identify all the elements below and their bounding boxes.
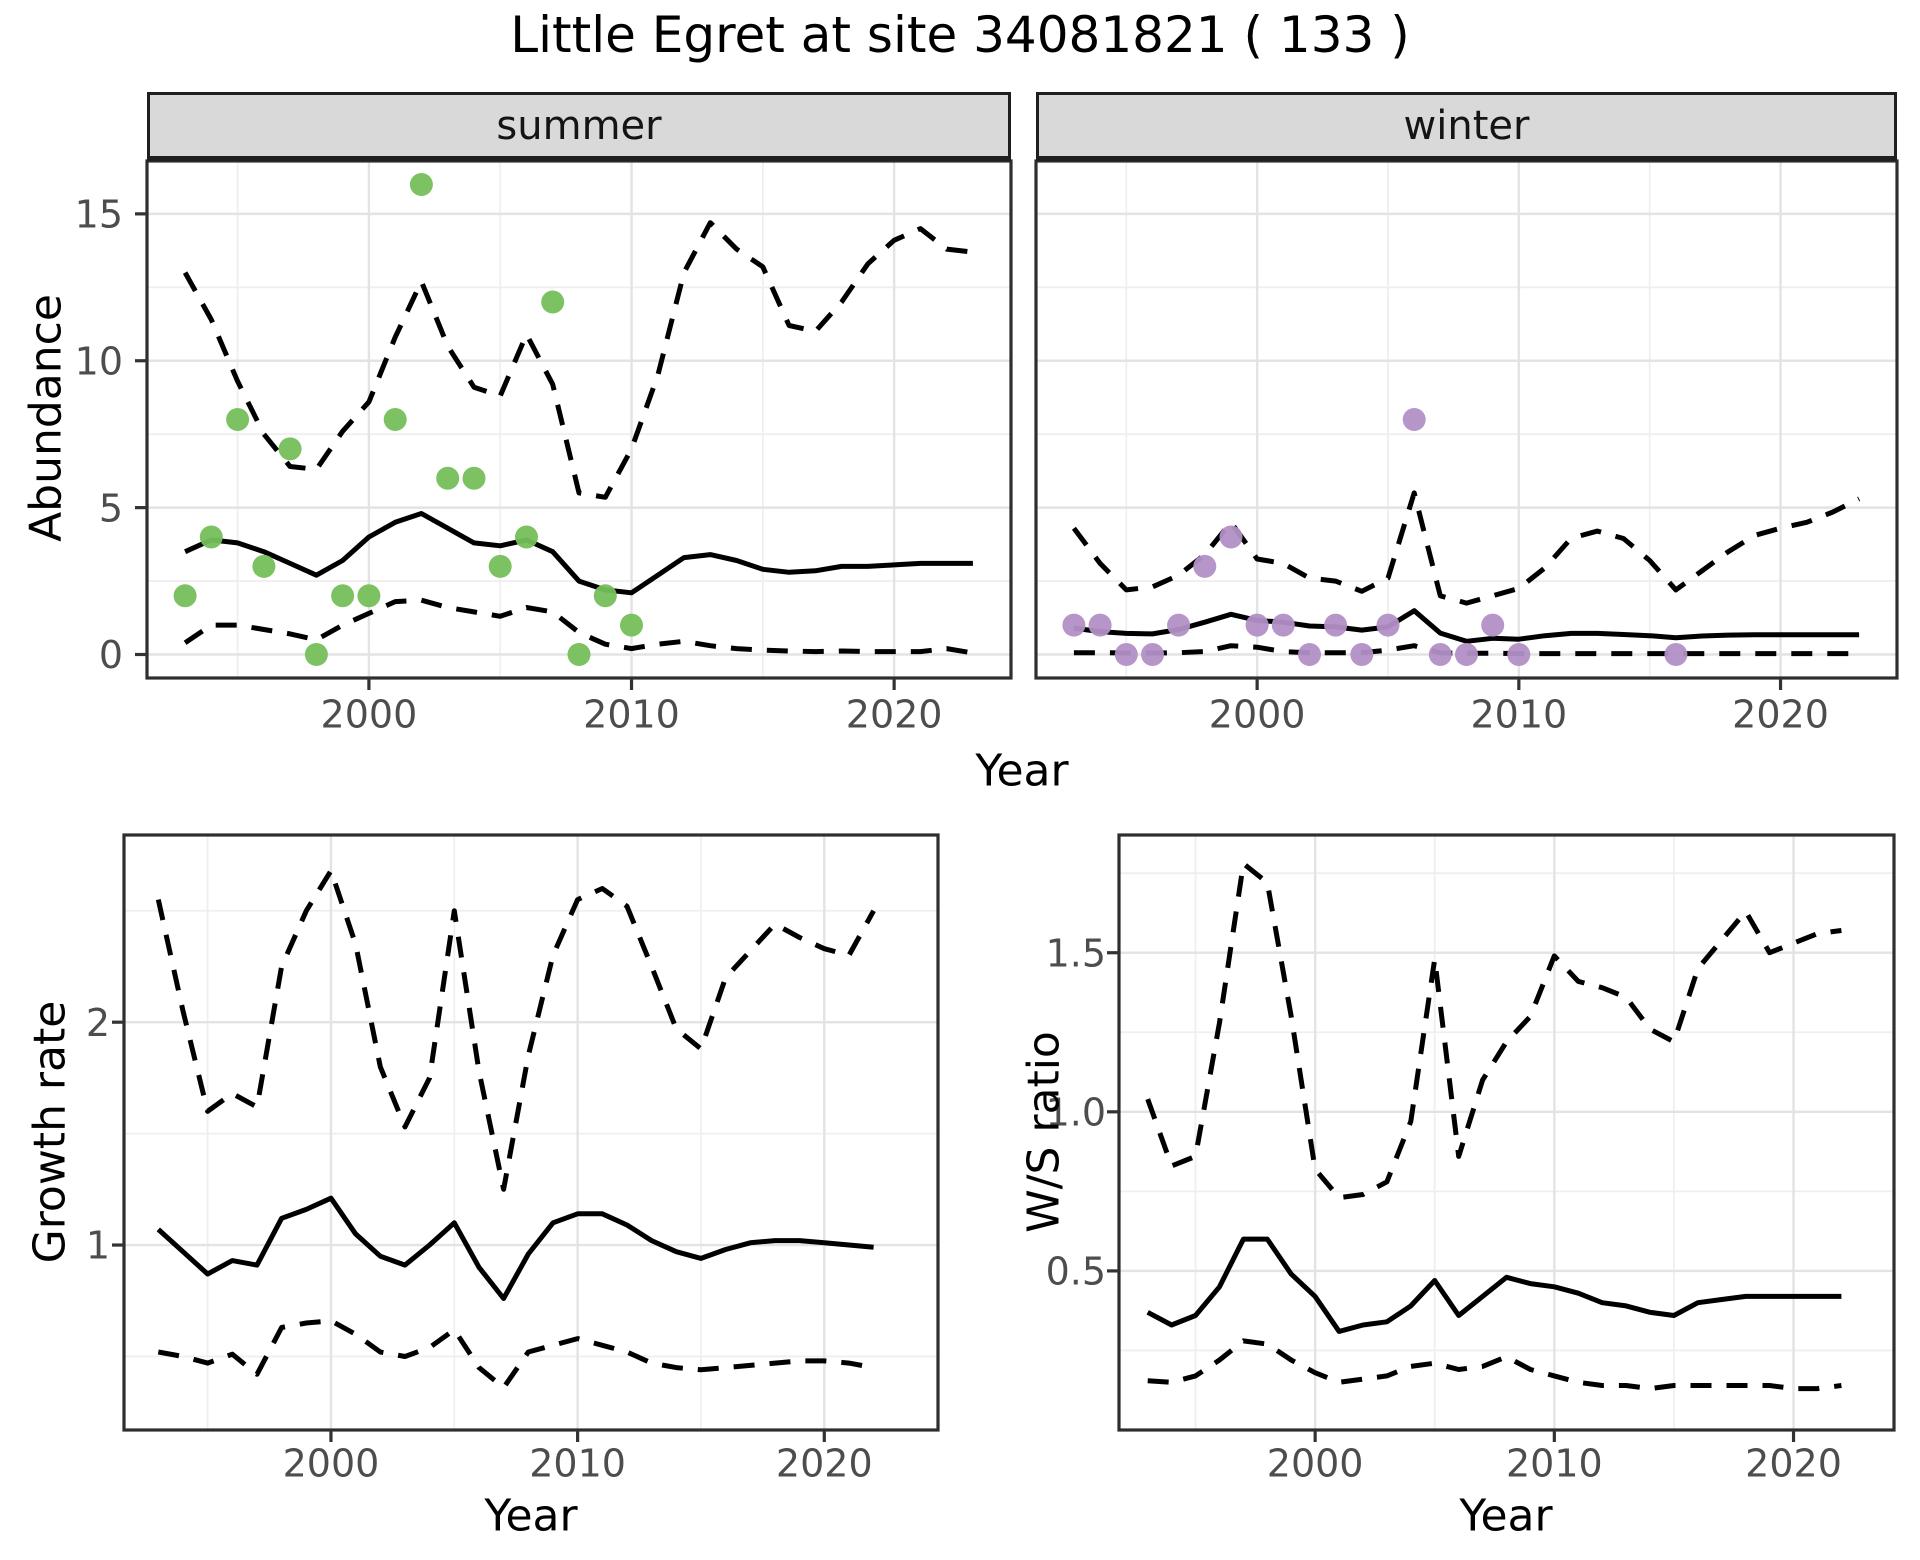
- y-tick-label: 1: [86, 1224, 110, 1268]
- data-point: [1167, 613, 1191, 637]
- x-axis-title-year-top: Year: [975, 745, 1069, 797]
- facet-strip-summer-label: summer: [496, 102, 662, 149]
- data-point: [1114, 643, 1138, 666]
- data-point: [1088, 613, 1112, 637]
- data-point: [488, 554, 512, 578]
- series-median-line: [156, 1195, 874, 1301]
- data-point: [1062, 613, 1086, 637]
- y-tick-label: 0: [99, 633, 123, 677]
- data-point: [436, 466, 460, 490]
- series-upper_95ci-line: [182, 220, 974, 500]
- series-lower_95ci-line: [157, 1318, 875, 1391]
- x-tick-label: 2000: [1267, 1442, 1364, 1486]
- panel-abundance_summer: 2000 2010 2020 0 5 10 15: [75, 159, 1013, 737]
- data-point: [278, 437, 302, 461]
- data-point: [1428, 643, 1452, 666]
- x-tick-label: 2000: [321, 693, 418, 737]
- y-axis-title-abundance: Abundance: [20, 294, 72, 542]
- data-point: [226, 408, 250, 431]
- series-upper_95ci-line: [1145, 861, 1842, 1201]
- data-point: [383, 408, 407, 431]
- panel-abundance_winter: 2000 2010 2020: [1034, 159, 1899, 737]
- series-lower_95ci-line: [1073, 643, 1860, 657]
- series-upper_95ci-line: [155, 868, 876, 1192]
- y-axis-title-growth-rate: Growth rate: [24, 1000, 76, 1264]
- data-point: [620, 613, 643, 637]
- panel-growth_rate: 2000 2010 2020 1 2: [86, 833, 940, 1486]
- x-tick-label: 2010: [583, 693, 680, 737]
- x-tick-label: 2010: [529, 1442, 626, 1486]
- y-tick-label: 2: [86, 1001, 110, 1045]
- y-tick-label: 1.0: [1046, 1090, 1106, 1134]
- data-point: [252, 554, 276, 578]
- data-point: [1481, 613, 1505, 637]
- data-point: [1271, 613, 1295, 637]
- data-point: [199, 525, 223, 549]
- data-point: [1193, 554, 1217, 578]
- data-point: [1324, 613, 1348, 637]
- series-median-line: [1073, 608, 1860, 644]
- facet-strip-winter-label: winter: [1403, 102, 1530, 149]
- data-point: [1350, 643, 1374, 666]
- data-point: [357, 584, 381, 608]
- data-point: [593, 584, 617, 608]
- x-tick-label: 2020: [846, 693, 943, 737]
- panel-ws_ratio: 2000 2010 2020 0.5 1.0 1.5: [1046, 833, 1896, 1486]
- x-tick-label: 2010: [1470, 693, 1567, 737]
- panel-border: [1034, 159, 1899, 680]
- y-tick-label: 10: [75, 339, 123, 383]
- series-median-line: [1146, 1236, 1842, 1334]
- facet-strip-winter: winter: [1036, 92, 1897, 161]
- x-axis-title-year-bottom-left: Year: [484, 1490, 578, 1542]
- x-tick-label: 2020: [1745, 1442, 1842, 1486]
- data-point: [1376, 613, 1400, 637]
- y-tick-label: 5: [99, 486, 123, 530]
- facet-strip-summer: summer: [147, 92, 1011, 161]
- data-point: [331, 584, 355, 608]
- series-lower_95ci-line: [183, 597, 974, 656]
- x-tick-label: 2000: [1209, 693, 1306, 737]
- panel-border: [1117, 833, 1896, 1432]
- data-point: [173, 584, 197, 608]
- data-point: [1245, 613, 1269, 637]
- x-tick-label: 2000: [283, 1442, 380, 1486]
- data-point: [462, 466, 486, 490]
- data-point: [1455, 643, 1478, 666]
- data-point: [1507, 643, 1531, 666]
- series-median-line: [184, 511, 973, 596]
- x-tick-label: 2010: [1506, 1442, 1603, 1486]
- data-point: [567, 643, 591, 666]
- y-axis-title-ws-ratio: W/S ratio: [1018, 1031, 1070, 1233]
- data-point: [1664, 643, 1688, 666]
- data-point: [541, 290, 565, 314]
- data-point: [1402, 408, 1426, 431]
- panel-border: [145, 159, 1013, 680]
- data-point: [515, 525, 538, 549]
- series-lower_95ci-line: [1147, 1338, 1842, 1392]
- y-tick-label: 0.5: [1046, 1250, 1106, 1294]
- figure-title: Little Egret at site 34081821 ( 133 ): [510, 6, 1410, 64]
- data-point: [1219, 525, 1243, 549]
- x-axis-title-year-bottom-right: Year: [1459, 1490, 1553, 1542]
- panel-border: [122, 833, 940, 1432]
- data-point: [304, 643, 328, 666]
- x-tick-label: 2020: [1732, 693, 1829, 737]
- data-point: [1141, 643, 1164, 666]
- data-point: [409, 173, 433, 196]
- x-tick-label: 2020: [776, 1442, 873, 1486]
- data-point: [1298, 643, 1321, 666]
- series-upper_95ci-line: [1071, 490, 1861, 606]
- y-tick-label: 15: [75, 193, 123, 237]
- y-tick-label: 1.5: [1046, 931, 1106, 975]
